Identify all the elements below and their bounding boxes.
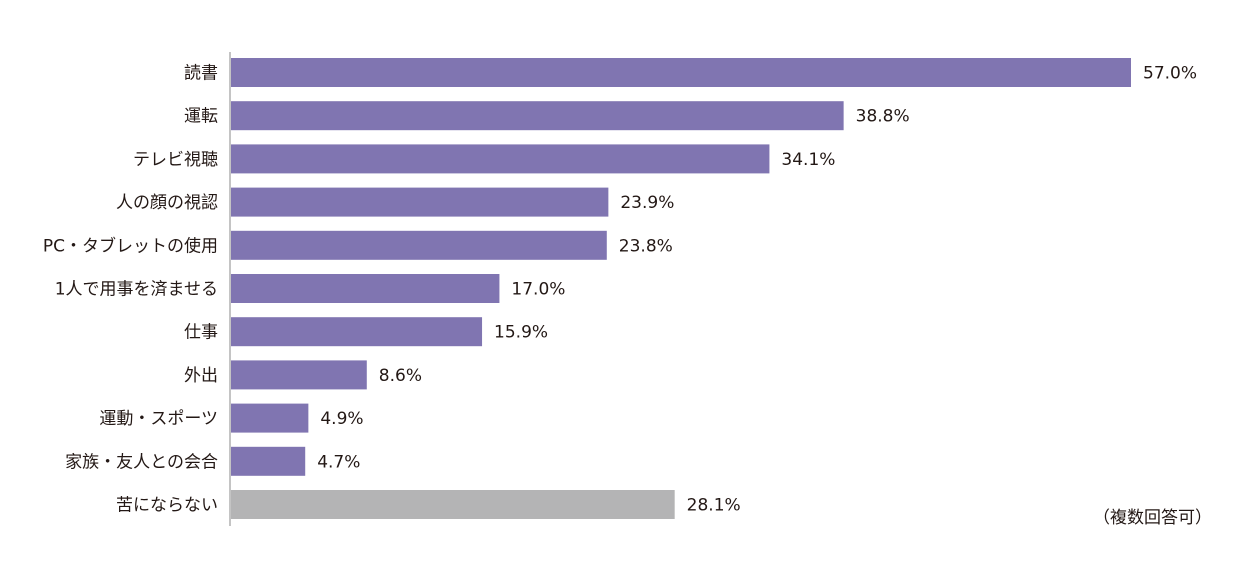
value-label-2: 34.1%	[781, 150, 835, 170]
value-label-7: 8.6%	[379, 366, 422, 386]
value-label-0: 57.0%	[1143, 64, 1197, 84]
category-label-3: 人の顔の視認	[116, 193, 218, 213]
value-label-4: 23.8%	[619, 236, 673, 256]
bar-1	[231, 101, 844, 131]
value-label-5: 17.0%	[511, 280, 565, 300]
category-label-4: PC・タブレットの使用	[43, 235, 218, 256]
bar-0	[231, 58, 1131, 87]
value-label-6: 15.9%	[494, 323, 548, 343]
bar-4	[231, 230, 607, 260]
bar-7	[231, 360, 367, 390]
value-label-1: 38.8%	[856, 107, 910, 127]
bar-8	[231, 403, 309, 433]
category-label-6: 仕事	[184, 323, 218, 343]
category-label-2: テレビ視聴	[133, 150, 218, 170]
bar-group	[231, 58, 1131, 519]
value-labels: 57.0% 38.8% 34.1% 23.9% 23.8% 17.0% 15.9% 8.6% 4…	[317, 64, 1197, 516]
category-label-0: 読書	[184, 64, 218, 84]
multiple-answer-note: （複数回答可）	[1093, 508, 1212, 528]
value-label-10: 28.1%	[687, 496, 741, 516]
bar-3	[231, 187, 609, 217]
value-label-3: 23.9%	[620, 193, 674, 213]
bar-2	[231, 144, 770, 174]
category-label-5: 1人で用事を済ませる	[55, 280, 218, 300]
value-label-9: 4.7%	[317, 452, 360, 472]
bar-9	[231, 446, 306, 476]
category-label-1: 運転	[184, 107, 218, 127]
bar-6	[231, 317, 483, 347]
category-label-10: 苦にならない	[116, 496, 218, 516]
category-label-7: 外出	[184, 366, 218, 386]
bar-10	[231, 490, 675, 519]
value-label-8: 4.9%	[320, 409, 363, 429]
bar-5	[231, 274, 500, 303]
category-label-8: 運動・スポーツ	[99, 409, 218, 429]
category-label-9: 家族・友人との会合	[65, 452, 218, 472]
